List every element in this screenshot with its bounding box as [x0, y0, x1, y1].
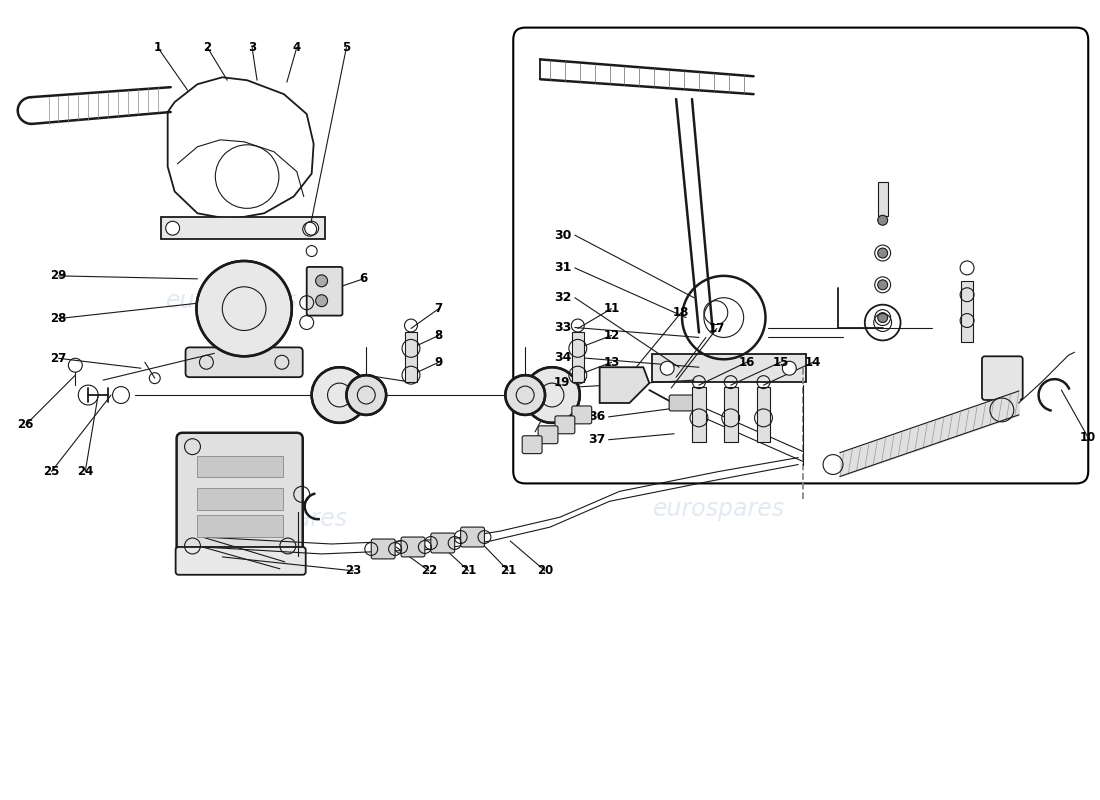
Text: 4: 4 — [293, 41, 301, 54]
Text: 37: 37 — [588, 434, 605, 446]
Text: 28: 28 — [51, 312, 67, 325]
Text: 13: 13 — [604, 356, 619, 369]
Circle shape — [305, 222, 319, 235]
Text: eurospares: eurospares — [166, 289, 298, 313]
FancyBboxPatch shape — [371, 539, 395, 559]
Circle shape — [878, 313, 888, 322]
FancyBboxPatch shape — [878, 182, 888, 216]
Text: 17: 17 — [708, 322, 725, 335]
Text: 33: 33 — [554, 321, 572, 334]
Text: 15: 15 — [772, 356, 789, 369]
FancyBboxPatch shape — [402, 537, 425, 557]
Text: 29: 29 — [51, 270, 67, 282]
Circle shape — [878, 280, 888, 290]
Text: 16: 16 — [738, 356, 755, 369]
Text: 14: 14 — [805, 356, 822, 369]
Text: eurospares: eurospares — [216, 507, 348, 531]
Text: 25: 25 — [43, 465, 59, 478]
Text: 6: 6 — [360, 272, 367, 286]
Text: 36: 36 — [588, 410, 605, 423]
Text: 3: 3 — [248, 41, 256, 54]
FancyBboxPatch shape — [522, 436, 542, 454]
Text: 20: 20 — [537, 564, 553, 578]
FancyBboxPatch shape — [198, 488, 283, 510]
Circle shape — [316, 294, 328, 306]
Text: 32: 32 — [554, 291, 572, 304]
Circle shape — [166, 222, 179, 235]
Text: 30: 30 — [554, 229, 572, 242]
FancyBboxPatch shape — [572, 406, 592, 424]
Text: 1: 1 — [154, 41, 162, 54]
Text: 7: 7 — [434, 302, 443, 315]
Circle shape — [782, 362, 796, 375]
Circle shape — [878, 248, 888, 258]
FancyBboxPatch shape — [307, 267, 342, 315]
Text: 5: 5 — [342, 41, 351, 54]
Circle shape — [660, 362, 674, 375]
Text: 12: 12 — [604, 329, 619, 342]
Text: eurospares: eurospares — [652, 498, 784, 522]
FancyBboxPatch shape — [982, 356, 1023, 400]
Text: 11: 11 — [604, 302, 619, 315]
FancyBboxPatch shape — [692, 387, 706, 442]
FancyBboxPatch shape — [431, 533, 454, 553]
Text: 26: 26 — [18, 418, 34, 431]
Text: 27: 27 — [51, 352, 67, 365]
Circle shape — [311, 367, 367, 423]
Text: 19: 19 — [553, 376, 570, 389]
FancyBboxPatch shape — [198, 515, 283, 537]
Text: 18: 18 — [673, 306, 690, 319]
Text: 35: 35 — [554, 381, 572, 394]
FancyBboxPatch shape — [177, 433, 302, 562]
Circle shape — [316, 275, 328, 286]
FancyBboxPatch shape — [461, 527, 484, 547]
Circle shape — [505, 375, 544, 415]
Text: 22: 22 — [420, 564, 437, 578]
Text: 9: 9 — [434, 356, 443, 369]
Text: 2: 2 — [204, 41, 211, 54]
Circle shape — [525, 367, 580, 423]
Text: 24: 24 — [77, 465, 94, 478]
FancyBboxPatch shape — [198, 456, 283, 478]
FancyBboxPatch shape — [757, 387, 770, 442]
FancyBboxPatch shape — [572, 333, 584, 382]
FancyBboxPatch shape — [161, 218, 324, 239]
FancyBboxPatch shape — [405, 333, 417, 382]
Circle shape — [197, 261, 292, 356]
Text: 34: 34 — [554, 350, 572, 364]
FancyBboxPatch shape — [186, 347, 302, 377]
FancyBboxPatch shape — [669, 395, 695, 411]
Circle shape — [878, 215, 888, 226]
Text: 8: 8 — [434, 329, 443, 342]
FancyBboxPatch shape — [724, 387, 738, 442]
Text: 21: 21 — [461, 564, 476, 578]
Polygon shape — [600, 367, 649, 403]
FancyBboxPatch shape — [961, 281, 974, 342]
Text: 10: 10 — [1080, 431, 1097, 444]
Text: 21: 21 — [500, 564, 516, 578]
Text: eurospares: eurospares — [553, 229, 685, 253]
FancyBboxPatch shape — [538, 426, 558, 444]
Circle shape — [346, 375, 386, 415]
FancyBboxPatch shape — [652, 354, 806, 382]
FancyBboxPatch shape — [176, 547, 306, 574]
FancyBboxPatch shape — [556, 416, 575, 434]
FancyBboxPatch shape — [514, 28, 1088, 483]
Text: 31: 31 — [554, 262, 572, 274]
Text: 23: 23 — [345, 564, 362, 578]
